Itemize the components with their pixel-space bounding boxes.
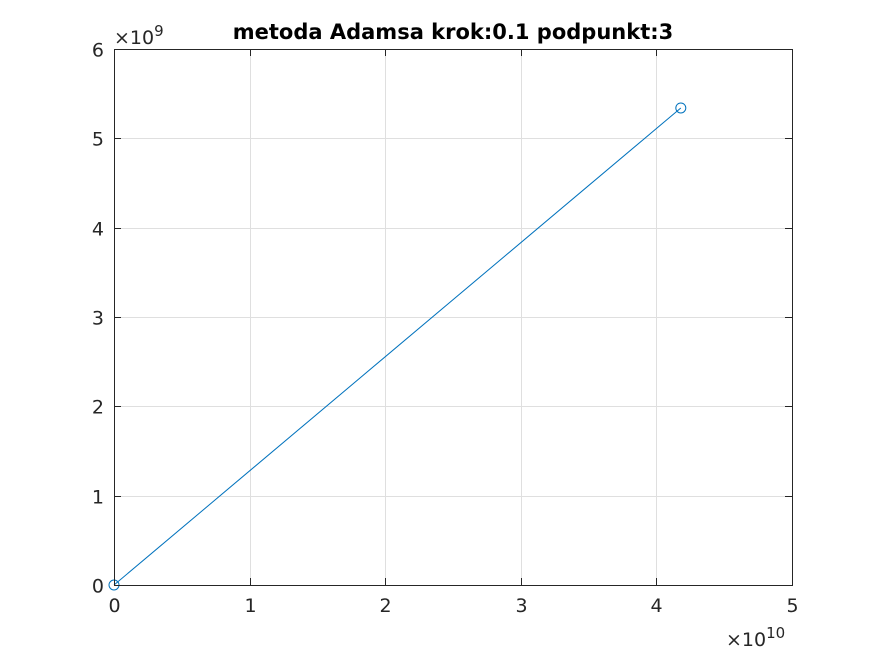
tick-marks: [114, 49, 793, 586]
x-multiplier-base: ×10: [726, 629, 766, 651]
x-tick-label: 5: [786, 595, 798, 617]
data-point-marker: [675, 102, 687, 114]
y-tick-label: 5: [92, 129, 104, 151]
y-tick-label: 4: [92, 219, 104, 241]
y-tick-label: 3: [92, 308, 104, 330]
x-tick-label: 0: [108, 595, 120, 617]
y-multiplier-base: ×10: [114, 27, 154, 49]
y-multiplier-exponent: 9: [154, 22, 164, 40]
chart-title: metoda Adamsa krok:0.1 podpunkt:3: [233, 20, 674, 44]
series-line: [113, 107, 682, 586]
y-tick-label: 6: [92, 40, 104, 62]
x-multiplier-exponent: 10: [766, 624, 785, 642]
x-axis-multiplier: ×1010: [726, 624, 785, 651]
y-tick-labels: 0 1 2 3 4 5 6: [92, 40, 104, 598]
x-tick-label: 3: [515, 595, 527, 617]
y-axis-multiplier: ×109: [114, 22, 164, 49]
x-tick-label: 1: [244, 595, 256, 617]
y-tick-label: 1: [92, 487, 104, 509]
y-tick-label: 2: [92, 397, 104, 419]
y-tick-label: 0: [92, 576, 104, 598]
x-tick-label: 2: [379, 595, 391, 617]
x-tick-label: 4: [650, 595, 662, 617]
x-tick-labels: 0 1 2 3 4 5: [108, 595, 798, 617]
